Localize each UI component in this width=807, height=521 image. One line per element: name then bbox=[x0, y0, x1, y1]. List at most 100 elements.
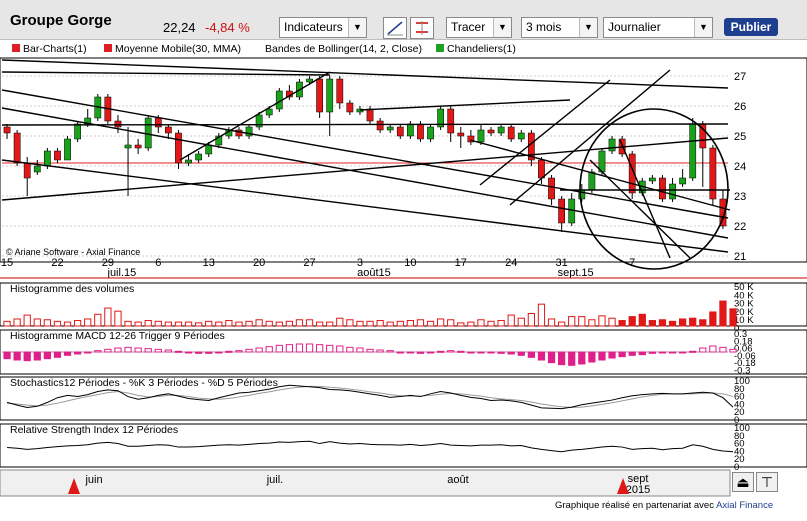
candle-body bbox=[124, 144, 132, 149]
x-tick-label: 17 bbox=[455, 257, 467, 269]
stoch-tick-label: 0 bbox=[734, 415, 739, 426]
y-tick-label: 27 bbox=[734, 71, 746, 83]
candle-body bbox=[144, 117, 152, 149]
macd-bar bbox=[557, 351, 566, 366]
stoch-tick-label: 80 bbox=[734, 384, 745, 395]
rsi-tick-label: 0 bbox=[734, 462, 739, 473]
volume-bar bbox=[507, 314, 515, 327]
publish-button[interactable]: Publier bbox=[724, 18, 778, 36]
candle-body bbox=[306, 78, 313, 83]
volume-bar bbox=[124, 320, 132, 327]
macd-bar bbox=[215, 351, 223, 354]
volume-bar bbox=[23, 314, 31, 327]
chart-area[interactable]: 21 22 23 24 25 26 27 15 22 29 6 13 20 27 3 10 17 24 31 7 jui… bbox=[0, 0, 807, 497]
stoch-tick-label: 100 bbox=[734, 376, 750, 387]
interval-select[interactable]: Journalier ▼ bbox=[603, 17, 713, 38]
macd-bar bbox=[598, 351, 606, 361]
stoch-tick-label: 20 bbox=[734, 407, 745, 418]
volume-tick-label: 30 K bbox=[734, 299, 754, 310]
volume-bar bbox=[588, 319, 596, 327]
macd-bar bbox=[84, 351, 92, 354]
period-select[interactable]: 3 mois ▼ bbox=[521, 17, 598, 38]
price-panel bbox=[0, 57, 807, 263]
macd-bar bbox=[305, 343, 314, 353]
volume-bar bbox=[295, 319, 304, 327]
macd-bar bbox=[699, 347, 707, 353]
macd-bar bbox=[235, 350, 243, 353]
candle-body bbox=[437, 108, 445, 128]
trend-line bbox=[179, 71, 331, 161]
volume-bar bbox=[366, 320, 374, 327]
rsi-tick-label: 100 bbox=[734, 423, 750, 434]
rsi-tick-label: 40 bbox=[734, 446, 745, 457]
volume-bar bbox=[678, 318, 687, 327]
macd-bar bbox=[154, 348, 162, 353]
macd-tick-label: -0.18 bbox=[734, 358, 756, 369]
macd-bar bbox=[638, 351, 646, 356]
macd-title: Histogramme MACD 12-26 Trigger 9 Période… bbox=[10, 330, 225, 342]
macd-bar bbox=[13, 351, 21, 361]
volume-bar bbox=[315, 321, 324, 327]
legend-item: Moyenne Mobile(30, MMA) bbox=[104, 43, 241, 55]
macd-bar bbox=[396, 351, 404, 354]
trend-line bbox=[1, 89, 729, 219]
macd-bar bbox=[628, 351, 636, 356]
macd-bar bbox=[527, 351, 536, 358]
rsi-panel bbox=[0, 423, 807, 468]
x-tick-label: 22 bbox=[51, 257, 63, 269]
circle-annotation bbox=[579, 108, 729, 270]
candle-body bbox=[64, 138, 71, 161]
trend-line bbox=[1, 71, 331, 76]
candle-body bbox=[255, 114, 263, 128]
volume-bar bbox=[215, 321, 223, 327]
volume-bar bbox=[144, 320, 152, 327]
macd-tick-label: 0.06 bbox=[734, 344, 753, 355]
macd-bar bbox=[73, 351, 82, 355]
macd-bar bbox=[275, 344, 283, 353]
volume-bar bbox=[719, 300, 727, 327]
draw-dropdown[interactable]: Tracer ▼ bbox=[446, 17, 512, 38]
expand-button[interactable]: ⏏ bbox=[732, 472, 754, 492]
volume-bar bbox=[406, 320, 415, 327]
volume-bar bbox=[709, 311, 717, 327]
legend-item: Bar-Charts(1) bbox=[12, 43, 87, 55]
legend-label: Chandeliers(1) bbox=[447, 43, 516, 55]
candle-body bbox=[3, 126, 11, 134]
volume-bar bbox=[396, 320, 404, 327]
candle-body bbox=[507, 126, 515, 140]
macd-bar bbox=[729, 348, 737, 353]
x-tick-label: 13 bbox=[203, 257, 215, 269]
trend-line bbox=[509, 69, 671, 206]
volume-bar bbox=[487, 320, 495, 327]
navigator-label: juin bbox=[84, 474, 102, 486]
macd-bar bbox=[184, 351, 193, 354]
stock-price: 22,24 bbox=[163, 20, 196, 35]
candle-chart-button[interactable] bbox=[410, 17, 434, 39]
candle-body bbox=[336, 78, 344, 104]
candle-body bbox=[205, 144, 213, 155]
macd-bar bbox=[265, 346, 273, 353]
volume-bar bbox=[53, 320, 62, 327]
candle-body bbox=[54, 150, 61, 161]
volume-bar bbox=[477, 319, 485, 327]
draw-label: Tracer bbox=[451, 20, 486, 34]
line-chart-icon bbox=[387, 21, 403, 36]
legend-label: Bar-Charts(1) bbox=[23, 43, 87, 55]
collapse-button[interactable]: ⊤ bbox=[756, 472, 778, 492]
line-chart-button[interactable] bbox=[383, 17, 407, 39]
macd-bar bbox=[285, 344, 294, 353]
macd-bar bbox=[174, 350, 183, 353]
macd-bar bbox=[255, 347, 263, 353]
candle-body bbox=[669, 183, 676, 200]
volume-bar bbox=[618, 320, 626, 327]
macd-bar bbox=[386, 350, 394, 353]
volume-bar bbox=[164, 321, 173, 327]
x-tick-label: 27 bbox=[303, 257, 315, 269]
volume-bar bbox=[527, 313, 536, 327]
indicators-dropdown[interactable]: Indicateurs ▼ bbox=[279, 17, 367, 38]
stoch-tick-label: 40 bbox=[734, 399, 745, 410]
volume-tick-label: 10 K bbox=[734, 315, 754, 326]
macd-bar bbox=[477, 351, 485, 354]
trend-line bbox=[619, 139, 671, 259]
candle-body bbox=[265, 108, 273, 116]
